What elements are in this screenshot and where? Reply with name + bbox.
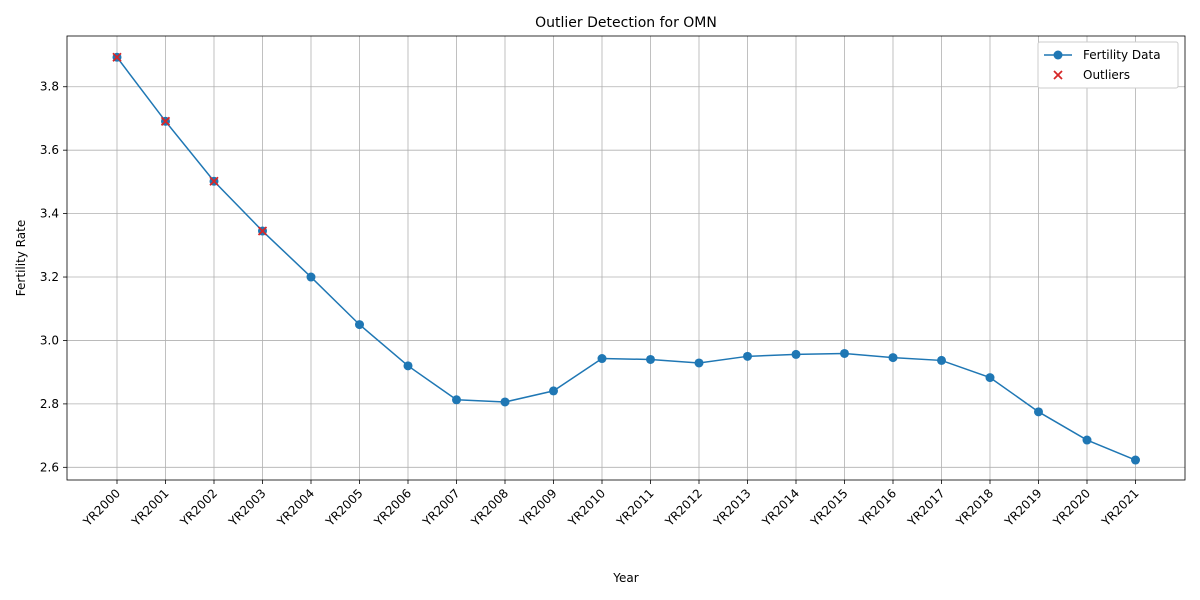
y-tick-label: 3.6 — [40, 143, 59, 157]
legend-label-outliers: Outliers — [1083, 68, 1130, 82]
x-tick-label: YR2004 — [274, 486, 317, 529]
y-tick-label: 2.6 — [40, 460, 59, 474]
x-tick-label: YR2010 — [565, 486, 608, 529]
series-line-fertility-data — [116, 56, 1136, 461]
x-tick-label: YR2014 — [759, 486, 802, 529]
outlier-point — [160, 116, 171, 126]
data-point — [985, 373, 995, 383]
x-tick-label: YR2007 — [419, 486, 462, 529]
x-tick-label: YR2003 — [225, 486, 268, 529]
x-tick-label: YR2018 — [953, 486, 996, 529]
data-point — [1034, 407, 1043, 417]
legend-marker-fertility-data — [1053, 50, 1063, 60]
x-tick-label: YR2021 — [1098, 486, 1141, 529]
plot-area — [67, 36, 1185, 480]
data-point — [888, 353, 898, 363]
x-tick-label: YR2019 — [1001, 486, 1044, 529]
data-point — [549, 386, 558, 396]
data-point — [840, 348, 849, 358]
y-tick-label: 2.8 — [40, 397, 59, 411]
data-point — [694, 358, 704, 368]
outlier-point — [112, 52, 122, 62]
outlier-point — [209, 176, 219, 186]
y-tick-label: 3.4 — [40, 207, 59, 221]
x-tick-label: YR2000 — [80, 486, 123, 529]
data-point — [306, 272, 316, 282]
y-tick-label: 3.8 — [40, 80, 59, 94]
x-tick-label: YR2005 — [322, 486, 365, 529]
data-point — [791, 349, 801, 359]
data-point — [355, 320, 364, 330]
data-point — [500, 397, 510, 407]
x-tick-label: YR2008 — [468, 486, 511, 529]
grid — [67, 36, 1185, 480]
chart-title: Outlier Detection for OMN — [535, 15, 717, 31]
data-point — [597, 354, 607, 364]
y-tick-label: 3.2 — [40, 270, 59, 284]
x-tick-label: YR2006 — [371, 486, 414, 529]
x-tick-label: YR2001 — [128, 486, 171, 529]
legend-label-fertility-data: Fertility Data — [1083, 48, 1161, 62]
outlier-point — [257, 226, 268, 236]
x-tick-label: YR2011 — [613, 486, 656, 529]
data-point — [937, 355, 946, 365]
legend-marker-outliers — [1053, 70, 1063, 80]
legend-box — [1037, 41, 1179, 89]
x-axis: YR2000 YR2001 YR2002 YR2003 YR2004 YR2005 YR20… — [80, 480, 1142, 530]
data-point — [452, 395, 461, 405]
data-point — [743, 351, 752, 361]
x-tick-label: YR2016 — [856, 486, 899, 529]
data-point — [1082, 435, 1092, 445]
data-point — [1131, 455, 1140, 465]
x-tick-label: YR2013 — [710, 486, 753, 529]
x-tick-label: YR2015 — [807, 486, 850, 529]
y-tick-label: 3.0 — [40, 333, 59, 347]
data-point — [403, 361, 413, 371]
x-tick-label: YR2017 — [904, 486, 947, 529]
y-axis-title: Fertility Rate — [14, 220, 28, 296]
outlier-markers — [112, 52, 268, 236]
x-tick-label: YR2020 — [1050, 486, 1093, 529]
data-point — [646, 354, 655, 364]
x-tick-label: YR2012 — [662, 486, 705, 529]
x-tick-label: YR2002 — [177, 486, 220, 529]
x-tick-label: YR2009 — [516, 486, 559, 529]
legend: Fertility Data Outliers — [1037, 41, 1179, 89]
plot-frame — [66, 35, 1186, 481]
x-axis-title: Year — [612, 571, 638, 585]
y-axis: 2.6 2.8 3.0 3.2 3.4 3.6 3.8 — [40, 80, 67, 474]
